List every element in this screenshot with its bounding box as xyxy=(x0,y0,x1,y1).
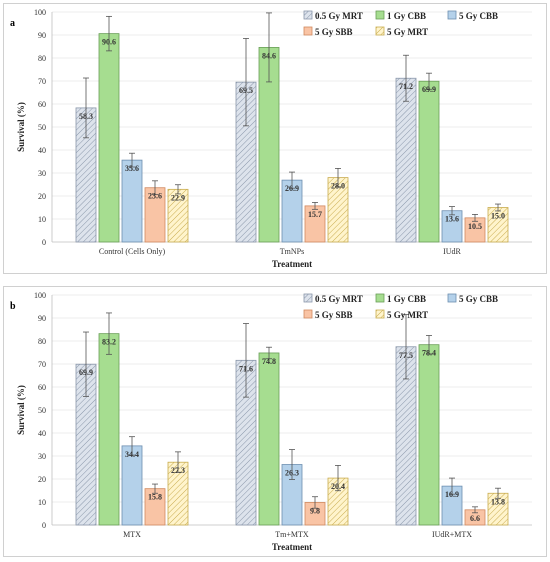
legend-label-0-5-gy-mrt: 0.5 Gy MRT xyxy=(315,294,363,304)
data-label: 9.8 xyxy=(310,506,320,515)
bar-1-gy-cbb-iudr-mtx xyxy=(418,344,440,526)
data-label: 69.5 xyxy=(239,86,253,95)
y-tick-label: 10 xyxy=(38,498,46,507)
data-label: 35.6 xyxy=(125,164,139,173)
data-label: 78.4 xyxy=(422,349,436,358)
legend-label-5-gy-cbb: 5 Gy CBB xyxy=(459,294,498,304)
data-label: 77.5 xyxy=(399,351,413,360)
y-tick-label: 90 xyxy=(38,31,46,40)
data-label: 83.2 xyxy=(102,338,116,347)
y-tick-label: 70 xyxy=(38,77,46,86)
x-tick-label: IUdR+MTX xyxy=(432,530,472,539)
bar-1-gy-cbb-iudr xyxy=(418,80,440,243)
legend-label-5-gy-sbb: 5 Gy SBB xyxy=(315,27,353,37)
y-tick-label: 20 xyxy=(38,475,46,484)
bar-1-gy-cbb-control-cells-only xyxy=(98,33,120,243)
legend-label-5-gy-mrt: 5 Gy MRT xyxy=(387,27,428,37)
data-label: 20.4 xyxy=(331,482,345,491)
x-tick-label: TmNPs xyxy=(280,247,304,256)
data-label: 28.0 xyxy=(331,182,345,191)
y-tick-label: 70 xyxy=(38,360,46,369)
y-tick-label: 40 xyxy=(38,146,46,155)
chart-panel-a: a 0 10 20 30 40 50 60 70 80 90 100 Survival (%) 58.3 9… xyxy=(3,3,547,274)
data-label: 71.2 xyxy=(399,82,413,91)
data-label: 90.6 xyxy=(102,38,116,47)
bar-0-5-gy-mrt-iudr xyxy=(395,77,417,243)
y-tick-label: 0 xyxy=(42,521,46,530)
x-axis-title: Treatment xyxy=(272,259,312,269)
bar-chart-b: b 0 10 20 30 40 50 60 70 80 90 100 Survival (%) 69.9 8… xyxy=(10,291,532,552)
legend-swatch-5-gy-sbb xyxy=(303,26,313,36)
data-label: 69.9 xyxy=(422,85,436,94)
data-label: 84.6 xyxy=(262,51,276,60)
data-label: 26.9 xyxy=(285,184,299,193)
legend-swatch-5-gy-sbb xyxy=(303,309,313,319)
x-tick-label: IUdR xyxy=(443,247,461,256)
legend-swatch-5-gy-cbb xyxy=(447,293,457,303)
data-label: 58.3 xyxy=(79,112,93,121)
legend-swatch-1-gy-cbb xyxy=(375,293,385,303)
y-axis-title: Survival (%) xyxy=(16,385,26,435)
legend-swatch-5-gy-cbb xyxy=(447,10,457,20)
data-label: 69.9 xyxy=(79,368,93,377)
y-tick-label: 50 xyxy=(38,406,46,415)
bar-1-gy-cbb-tm-mtx xyxy=(258,352,280,526)
y-tick-label: 80 xyxy=(38,54,46,63)
legend-label-0-5-gy-mrt: 0.5 Gy MRT xyxy=(315,11,363,21)
panel-label: a xyxy=(10,18,15,29)
y-tick-label: 0 xyxy=(42,238,46,247)
legend-label-1-gy-cbb: 1 Gy CBB xyxy=(387,294,426,304)
bar-chart-a: a 0 10 20 30 40 50 60 70 80 90 100 Survival (%) 58.3 9… xyxy=(10,8,532,269)
data-label: 13.6 xyxy=(445,215,459,224)
legend-label-5-gy-mrt: 5 Gy MRT xyxy=(387,310,428,320)
data-label: 26.3 xyxy=(285,469,299,478)
legend-label-5-gy-cbb: 5 Gy CBB xyxy=(459,11,498,21)
y-tick-label: 80 xyxy=(38,337,46,346)
data-label: 27.3 xyxy=(171,466,185,475)
y-tick-label: 60 xyxy=(38,383,46,392)
data-label: 13.8 xyxy=(491,497,505,506)
y-tick-label: 100 xyxy=(34,291,46,300)
legend-label-1-gy-cbb: 1 Gy CBB xyxy=(387,11,426,21)
y-axis-title: Survival (%) xyxy=(16,102,26,152)
y-tick-label: 30 xyxy=(38,169,46,178)
data-label: 71.6 xyxy=(239,364,253,373)
data-label: 15.7 xyxy=(308,210,322,219)
data-label: 15.8 xyxy=(148,493,162,502)
y-tick-label: 40 xyxy=(38,429,46,438)
data-label: 15.0 xyxy=(491,212,505,221)
y-tick-label: 20 xyxy=(38,192,46,201)
chart-panel-b: b 0 10 20 30 40 50 60 70 80 90 100 Survival (%) 69.9 8… xyxy=(3,286,547,557)
data-label: 23.6 xyxy=(148,192,162,201)
bar-1-gy-cbb-mtx xyxy=(98,333,120,526)
panel-label: b xyxy=(10,301,16,312)
legend-swatch-1-gy-cbb xyxy=(375,10,385,20)
y-tick-label: 10 xyxy=(38,215,46,224)
data-label: 6.6 xyxy=(470,514,480,523)
y-tick-label: 50 xyxy=(38,123,46,132)
y-tick-label: 60 xyxy=(38,100,46,109)
y-tick-label: 30 xyxy=(38,452,46,461)
legend-label-5-gy-sbb: 5 Gy SBB xyxy=(315,310,353,320)
data-label: 16.9 xyxy=(445,490,459,499)
legend-swatch-5-gy-mrt xyxy=(375,309,385,319)
data-label: 74.8 xyxy=(262,357,276,366)
data-label: 22.9 xyxy=(171,193,185,202)
data-label: 10.5 xyxy=(468,222,482,231)
x-axis-title: Treatment xyxy=(272,542,312,552)
y-tick-label: 100 xyxy=(34,8,46,17)
legend-swatch-0-5-gy-mrt xyxy=(303,10,313,20)
legend-swatch-0-5-gy-mrt xyxy=(303,293,313,303)
x-tick-label: Tm+MTX xyxy=(275,530,309,539)
x-tick-label: MTX xyxy=(123,530,141,539)
y-tick-label: 90 xyxy=(38,314,46,323)
legend-swatch-5-gy-mrt xyxy=(375,26,385,36)
x-tick-label: Control (Cells Only) xyxy=(99,247,166,256)
data-label: 34.4 xyxy=(125,450,139,459)
